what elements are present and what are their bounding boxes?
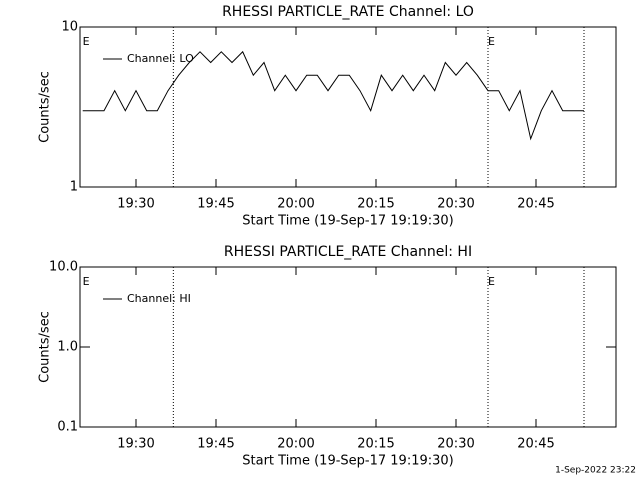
x-tick-label: 20:45 (517, 437, 554, 452)
y-tick-label: 0.1 (57, 420, 78, 435)
flag-label: E (83, 275, 90, 288)
data-line (82, 50, 584, 141)
chart-title: RHESSI PARTICLE_RATE Channel: LO (222, 4, 474, 20)
legend-label: Channel: LO (127, 52, 194, 65)
x-tick-label: 19:45 (197, 437, 234, 452)
x-tick-label: 20:45 (517, 197, 554, 212)
plot-frame (79, 26, 617, 188)
x-tick-label: 19:30 (117, 197, 154, 212)
plot-frame (79, 266, 617, 428)
x-tick-label: 20:00 (277, 437, 314, 452)
x-tick-label: 20:15 (357, 437, 394, 452)
y-axis-label: Counts/sec (38, 71, 53, 143)
y-tick-label: 1.0 (57, 340, 78, 355)
x-tick-label: 20:15 (357, 197, 394, 212)
y-tick-label: 1 (70, 180, 78, 195)
legend-label: Channel: HI (127, 292, 191, 305)
x-axis-label: Start Time (19-Sep-17 19:19:30) (242, 214, 453, 229)
flag-label: E (488, 275, 495, 288)
x-tick-label: 19:30 (117, 437, 154, 452)
x-tick-label: 20:00 (277, 197, 314, 212)
chart-title: RHESSI PARTICLE_RATE Channel: HI (224, 244, 472, 260)
y-axis-label: Counts/sec (38, 311, 53, 383)
flag-label: E (488, 35, 495, 48)
footer: 1-Sep-2022 23:22 (555, 466, 636, 476)
flag-label: E (83, 35, 90, 48)
x-tick-label: 20:30 (437, 437, 474, 452)
x-axis-label: Start Time (19-Sep-17 19:19:30) (242, 454, 453, 469)
x-tick-label: 19:45 (197, 197, 234, 212)
y-tick-label: 10.0 (49, 260, 78, 275)
x-tick-label: 20:30 (437, 197, 474, 212)
y-tick-label: 10 (61, 20, 78, 35)
